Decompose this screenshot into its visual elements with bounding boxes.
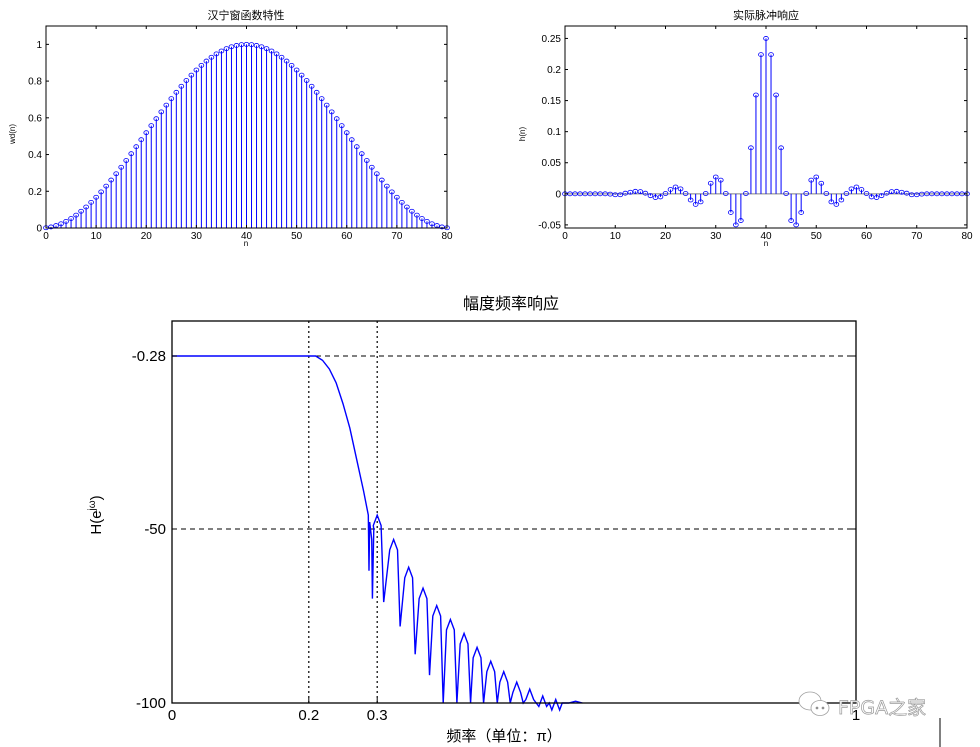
svg-text:80: 80 [441, 231, 453, 242]
impulse-y-label: h(n) [518, 127, 527, 142]
magnitude-chart-title: 幅度频率响应 [463, 294, 559, 313]
svg-text:0: 0 [562, 231, 568, 242]
hanning-x-label: n [244, 239, 248, 248]
magnitude-y-ticks: -100 -50 -0.28 [132, 348, 856, 712]
svg-text:-0.05: -0.05 [538, 220, 561, 231]
watermark-text: FPGA之家 [838, 697, 926, 719]
svg-text:40: 40 [760, 231, 772, 242]
svg-text:10: 10 [610, 231, 622, 242]
hanning-chart-title: 汉宁窗函数特性 [208, 8, 285, 22]
svg-text:0.3: 0.3 [367, 707, 388, 724]
magnitude-axes-frame [171, 320, 857, 704]
magnitude-response-chart: 幅度频率响应 0 0.2 0.3 1 -100 -50 -0.28 H(ejω) 频率（单… [87, 294, 860, 745]
svg-text:70: 70 [911, 231, 923, 242]
impulse-y-ticks: -0.05 0 0.05 0.1 0.15 0.2 0.25 [538, 34, 967, 231]
svg-text:10: 10 [91, 231, 103, 242]
svg-text:40: 40 [241, 231, 253, 242]
magnitude-x-ticks: 0 0.2 0.3 1 [168, 698, 860, 724]
svg-text:20: 20 [660, 231, 672, 242]
magnitude-curve [172, 355, 583, 712]
wechat-icon [798, 691, 830, 716]
svg-text:30: 30 [191, 231, 203, 242]
hanning-y-label: wd(n) [8, 124, 17, 145]
svg-text:-100: -100 [136, 695, 166, 712]
svg-text:0: 0 [36, 224, 42, 235]
svg-text:0.2: 0.2 [298, 707, 319, 724]
svg-text:-50: -50 [144, 521, 166, 538]
svg-text:60: 60 [341, 231, 353, 242]
magnitude-grid-lines [172, 321, 856, 703]
impulse-stem-series [562, 36, 970, 228]
hanning-y-ticks: 0 0.2 0.4 0.6 0.8 1 [28, 40, 447, 235]
svg-text:0: 0 [168, 707, 176, 724]
svg-text:20: 20 [141, 231, 153, 242]
svg-text:0.05: 0.05 [542, 158, 562, 169]
svg-text:80: 80 [961, 231, 973, 242]
svg-text:1: 1 [852, 707, 860, 724]
impulse-chart-title: 实际脉冲响应 [733, 8, 799, 22]
svg-text:0: 0 [555, 189, 561, 200]
svg-text:-0.28: -0.28 [132, 348, 166, 365]
magnitude-x-label: 频率（单位：π） [446, 728, 561, 745]
hanning-window-chart: 汉宁窗函数特性 0 10 20 30 40 50 60 70 80 0 0.2 0.4 0.6 0.8 1… [8, 8, 453, 248]
svg-text:0.1: 0.1 [547, 127, 561, 138]
svg-text:30: 30 [710, 231, 722, 242]
svg-text:0.4: 0.4 [28, 150, 42, 161]
watermark: FPGA之家 [798, 691, 941, 747]
svg-text:0.2: 0.2 [28, 187, 42, 198]
impulse-x-label: n [764, 239, 768, 248]
hanning-stem-series [43, 41, 450, 231]
svg-text:1: 1 [36, 40, 42, 51]
hanning-x-ticks: 0 10 20 30 40 50 60 70 80 [43, 26, 453, 242]
svg-text:0: 0 [43, 231, 49, 242]
impulse-x-ticks: 0 10 20 30 40 50 60 70 80 [562, 26, 973, 242]
svg-text:0.15: 0.15 [542, 96, 562, 107]
svg-text:0.6: 0.6 [28, 113, 42, 124]
svg-text:50: 50 [291, 231, 303, 242]
svg-text:0.8: 0.8 [28, 77, 42, 88]
svg-text:60: 60 [861, 231, 873, 242]
magnitude-y-label: H(ejω) [87, 495, 105, 534]
svg-text:70: 70 [391, 231, 403, 242]
svg-text:0.25: 0.25 [542, 34, 562, 45]
impulse-response-chart: 实际脉冲响应 0 10 20 30 40 50 60 70 80 -0.0500.050.10.… [518, 8, 973, 248]
svg-text:0.2: 0.2 [547, 65, 561, 76]
svg-text:50: 50 [811, 231, 823, 242]
